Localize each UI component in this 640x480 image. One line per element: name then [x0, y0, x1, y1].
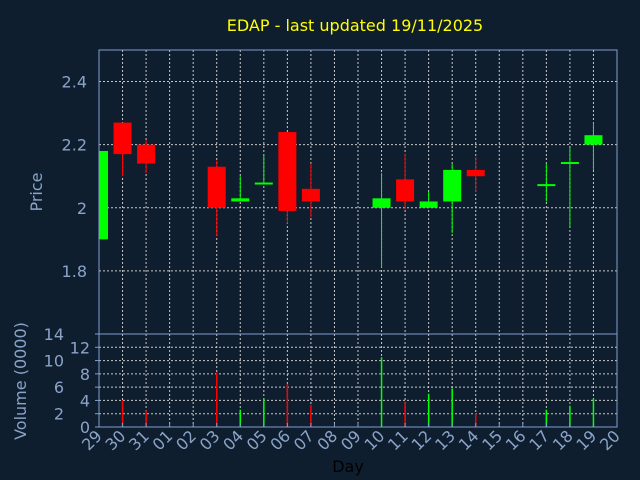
- candle-body: [443, 169, 462, 202]
- grid: [99, 50, 617, 427]
- candle-body: [278, 132, 297, 211]
- candle-body: [537, 184, 556, 187]
- volume-tick-label: 14: [44, 325, 64, 344]
- volume-tick-label: 10: [44, 352, 64, 371]
- candle-body: [560, 162, 579, 165]
- candle-body: [372, 198, 391, 208]
- volume-tick-label: 4: [80, 391, 90, 410]
- candle-body: [419, 201, 438, 208]
- candle-body: [466, 169, 485, 177]
- volume-tick-label: 6: [54, 378, 64, 397]
- volume-tick-label: 8: [80, 365, 90, 384]
- chart-title: EDAP - last updated 19/11/2025: [227, 16, 483, 35]
- candle-body: [231, 198, 250, 202]
- candle-body: [254, 182, 273, 185]
- candle-body: [207, 166, 226, 208]
- candle-body: [301, 188, 320, 202]
- candle-body: [99, 150, 108, 240]
- volume-tick-label: 2: [54, 405, 64, 424]
- price-axis-label: Price: [27, 172, 46, 211]
- candle-body: [137, 144, 156, 164]
- volume-axis-label: Volume (0000): [11, 322, 30, 440]
- candle-body: [396, 179, 415, 202]
- price-tick-label: 1.8: [62, 262, 87, 281]
- candle-body: [584, 135, 603, 145]
- price-tick-label: 2.4: [62, 73, 87, 92]
- price-tick-label: 2.2: [62, 136, 87, 155]
- volume-tick-label: 12: [70, 338, 90, 357]
- price-tick-label: 2: [77, 199, 87, 218]
- x-tick-label: 20: [596, 426, 624, 454]
- volume-tick-label: 0: [80, 418, 90, 437]
- marks: [98, 122, 603, 427]
- axes: 2.42.221.8024681012142930310102030405060…: [44, 49, 624, 454]
- x-axis-label: Day: [332, 457, 364, 476]
- candle-body: [113, 122, 132, 155]
